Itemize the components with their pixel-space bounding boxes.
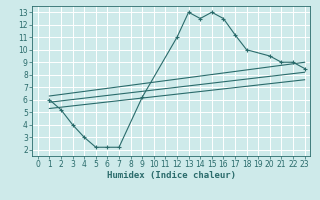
- X-axis label: Humidex (Indice chaleur): Humidex (Indice chaleur): [107, 171, 236, 180]
